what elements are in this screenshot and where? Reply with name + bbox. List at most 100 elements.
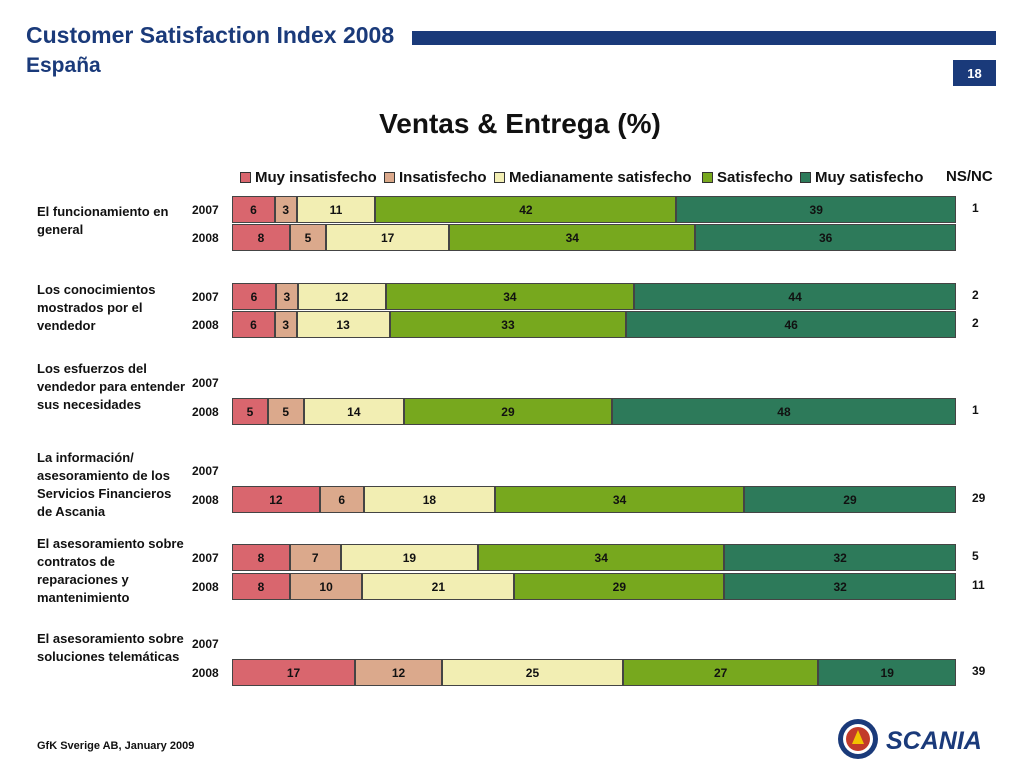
bar-segment: 12 bbox=[355, 659, 442, 686]
data-label: 11 bbox=[329, 202, 343, 217]
bar-segment: 32 bbox=[724, 544, 956, 571]
bar-segment: 6 bbox=[232, 283, 276, 310]
bar-segment: 8 bbox=[232, 544, 290, 571]
nsnc-value: 2 bbox=[972, 288, 979, 302]
bar-segment: 34 bbox=[478, 544, 725, 571]
bar-segment: 39 bbox=[676, 196, 956, 223]
data-label: 25 bbox=[525, 665, 540, 680]
bar-segment: 13 bbox=[296, 311, 390, 338]
data-label: 27 bbox=[714, 665, 728, 680]
page-number-badge: 18 bbox=[953, 60, 996, 86]
bar-segment: 36 bbox=[695, 224, 956, 251]
data-label: 6 bbox=[250, 317, 257, 332]
year-label: 2007 bbox=[192, 551, 219, 565]
legend-swatch bbox=[384, 171, 395, 183]
bar-segment: 7 bbox=[289, 544, 341, 571]
bar-segment: 19 bbox=[818, 659, 956, 686]
data-label: 3 bbox=[282, 202, 290, 217]
bar-segment: 21 bbox=[362, 573, 515, 600]
page-subtitle: España bbox=[26, 54, 101, 77]
legend-item: Muy satisfecho bbox=[800, 168, 923, 186]
year-label: 2008 bbox=[192, 580, 219, 594]
data-label: 29 bbox=[843, 492, 857, 507]
data-label: 21 bbox=[431, 579, 445, 594]
bar-segment: 12 bbox=[297, 283, 386, 310]
bar-segment: 34 bbox=[449, 224, 696, 251]
bar-segment: 27 bbox=[622, 659, 819, 686]
scania-logo: SCANIA bbox=[836, 716, 1001, 767]
legend-label: Muy insatisfecho bbox=[255, 168, 377, 186]
bar-segment: 17 bbox=[326, 224, 450, 251]
bar-segment: 33 bbox=[389, 311, 627, 338]
data-label: 8 bbox=[257, 550, 265, 565]
data-label: 8 bbox=[257, 579, 265, 594]
nsnc-value: 29 bbox=[972, 491, 986, 505]
year-label: 2007 bbox=[192, 376, 219, 390]
bar-segment: 6 bbox=[232, 311, 275, 338]
chart-title: Ventas & Entrega (%) bbox=[379, 108, 661, 139]
data-label: 3 bbox=[283, 289, 291, 304]
legend-label: Muy satisfecho bbox=[815, 168, 924, 186]
bar-segment: 32 bbox=[724, 573, 956, 600]
year-label: 2008 bbox=[192, 318, 219, 332]
bar-segment: 10 bbox=[289, 573, 363, 600]
bar-segment: 11 bbox=[296, 196, 376, 223]
data-label: 19 bbox=[402, 550, 417, 565]
category-label: El asesoramiento sobre soluciones telemá… bbox=[37, 631, 184, 664]
bar-segment: 34 bbox=[495, 486, 744, 513]
scania-logo-graphic: SCANIA bbox=[838, 719, 982, 759]
bar-segment: 6 bbox=[232, 196, 275, 223]
bar-segment: 25 bbox=[441, 659, 623, 686]
data-label: 10 bbox=[319, 579, 333, 594]
data-label: 6 bbox=[250, 202, 257, 217]
bar-segment: 14 bbox=[303, 398, 405, 425]
legend-label: Insatisfecho bbox=[399, 168, 487, 186]
data-label: 13 bbox=[336, 317, 350, 332]
data-label: 34 bbox=[612, 492, 627, 507]
year-label: 2007 bbox=[192, 637, 219, 651]
legend-label: Medianamente satisfecho bbox=[509, 168, 692, 186]
bar-segment: 8 bbox=[232, 224, 290, 251]
bar-segment: 29 bbox=[743, 486, 956, 513]
bar-segment: 44 bbox=[634, 283, 956, 310]
legend-swatch bbox=[800, 171, 811, 183]
year-label: 2008 bbox=[192, 231, 219, 245]
data-label: 34 bbox=[594, 550, 608, 565]
bar-segment: 5 bbox=[232, 398, 268, 425]
bar-segment: 17 bbox=[232, 659, 356, 686]
legend-label: Satisfecho bbox=[717, 168, 793, 186]
legend-item: Satisfecho bbox=[702, 168, 793, 186]
data-label: 5 bbox=[282, 404, 290, 419]
nsnc-value: 5 bbox=[972, 549, 979, 563]
data-label: 12 bbox=[391, 665, 406, 680]
data-label: 7 bbox=[311, 550, 319, 565]
bar-segment: 12 bbox=[232, 486, 320, 513]
bar-segment: 19 bbox=[340, 544, 479, 571]
bar-segment: 5 bbox=[289, 224, 327, 251]
data-label: 8 bbox=[257, 230, 265, 245]
year-label: 2008 bbox=[192, 666, 219, 680]
footer-source: GfK Sverige AB, January 2009 bbox=[37, 740, 195, 752]
legend-swatch bbox=[702, 171, 713, 183]
year-label: 2008 bbox=[192, 493, 219, 507]
category-label: El asesoramiento sobre contratos de repa… bbox=[37, 536, 184, 605]
data-label: 17 bbox=[286, 665, 301, 680]
data-label: 6 bbox=[338, 492, 346, 507]
category-label: El funcionamiento en general bbox=[37, 204, 169, 237]
nsnc-value: 2 bbox=[972, 316, 979, 330]
category-label: Los esfuerzos del vendedor para entender… bbox=[37, 361, 186, 412]
nsnc-value: 11 bbox=[972, 578, 985, 592]
page-title: Customer Satisfaction Index 2008 bbox=[26, 22, 395, 48]
legend-item: Insatisfecho bbox=[384, 168, 487, 186]
data-label: 46 bbox=[784, 317, 798, 332]
legend-item: Medianamente satisfecho bbox=[494, 168, 692, 186]
year-label: 2007 bbox=[192, 290, 219, 304]
bar-segment: 42 bbox=[375, 196, 677, 223]
data-label: 39 bbox=[809, 202, 823, 217]
data-label: 17 bbox=[380, 230, 395, 245]
data-label: 32 bbox=[833, 550, 847, 565]
bar-segment: 48 bbox=[611, 398, 956, 425]
bar-segment: 3 bbox=[275, 311, 297, 338]
nsnc-value: 39 bbox=[972, 664, 986, 678]
bar-segment: 3 bbox=[275, 196, 297, 223]
